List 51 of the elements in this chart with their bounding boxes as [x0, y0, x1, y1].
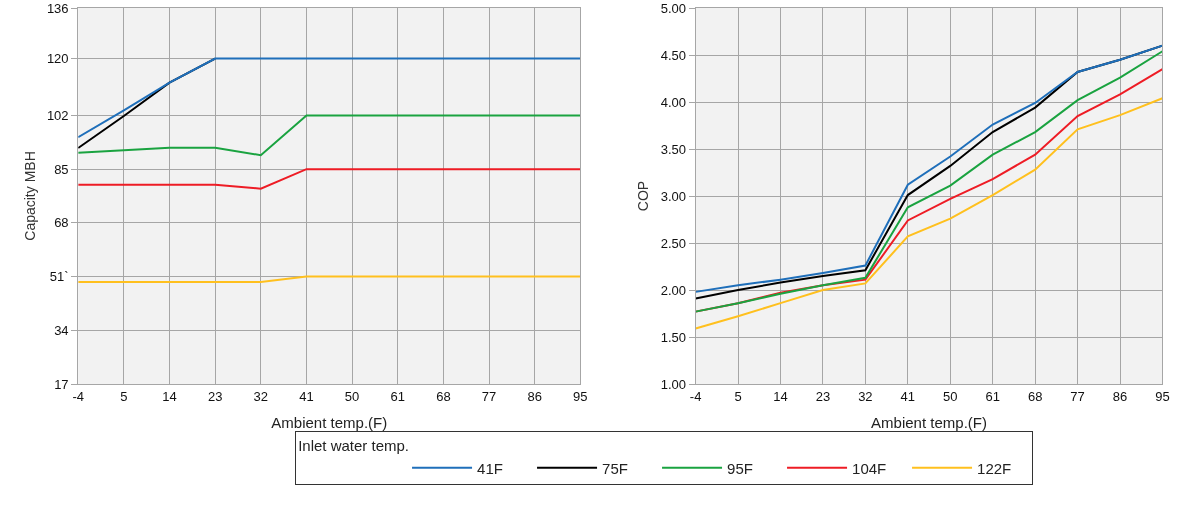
y-tick-label: 17 [54, 376, 69, 392]
legend-label: 41F [477, 459, 503, 477]
y-tick-label: 136 [46, 0, 69, 16]
x-axis-title: Ambient temp.(F) [271, 413, 388, 431]
legend-label: 122F [977, 459, 1012, 477]
x-tick-label: 77 [481, 388, 497, 404]
x-axis-title: Ambient temp.(F) [871, 413, 987, 431]
x-tick-label: 77 [1070, 388, 1085, 404]
y-tick-label: 4.50 [660, 47, 687, 63]
y-tick-label: 120 [46, 51, 69, 67]
x-tick-label: 50 [344, 388, 360, 404]
x-tick-label: 61 [985, 388, 1000, 404]
x-tick-label: 41 [299, 388, 314, 404]
x-tick-label: 5 [120, 388, 128, 404]
y-tick-label: 102 [46, 107, 69, 123]
x-tick-label: 32 [858, 388, 873, 404]
legend-label: 95F [727, 459, 753, 477]
y-tick-label: 4.00 [660, 94, 687, 110]
x-tick-label: 68 [1027, 388, 1043, 404]
y-tick-label: 2.50 [660, 235, 687, 251]
x-tick-label: 5 [734, 388, 742, 404]
x-tick-label: 14 [162, 388, 177, 404]
y-axis-title: COP [635, 180, 652, 212]
x-tick-label: 23 [815, 388, 831, 404]
x-tick-label: 61 [390, 388, 405, 404]
legend-label: 104F [852, 459, 887, 477]
x-tick-label: 95 [1155, 388, 1170, 404]
y-tick-label: 5.00 [660, 0, 687, 16]
x-tick-label: -4 [689, 388, 702, 404]
x-tick-label: 86 [527, 388, 542, 404]
y-tick-label: 34 [54, 322, 69, 338]
y-tick-label: 2.00 [660, 282, 687, 298]
y-tick-label: 3.50 [660, 141, 687, 157]
y-tick-label: 1.00 [660, 376, 687, 392]
x-tick-label: 41 [900, 388, 916, 404]
y-tick-label: 51` [49, 269, 69, 285]
x-tick-label: 50 [943, 388, 958, 404]
x-tick-label: -4 [72, 388, 84, 404]
x-tick-label: 95 [573, 388, 588, 404]
x-tick-label: 14 [773, 388, 788, 404]
y-tick-label: 3.00 [660, 188, 687, 204]
x-tick-label: 86 [1112, 388, 1128, 404]
y-axis-title: Capacity MBH [21, 151, 38, 241]
y-tick-label: 1.50 [660, 329, 687, 345]
y-tick-label: 68 [54, 215, 69, 231]
legend-title: Inlet water temp. [298, 437, 410, 455]
y-tick-label: 85 [54, 161, 69, 177]
x-tick-label: 23 [207, 388, 223, 404]
x-tick-label: 68 [436, 388, 451, 404]
x-tick-label: 32 [253, 388, 269, 404]
legend-label: 75F [602, 459, 628, 477]
